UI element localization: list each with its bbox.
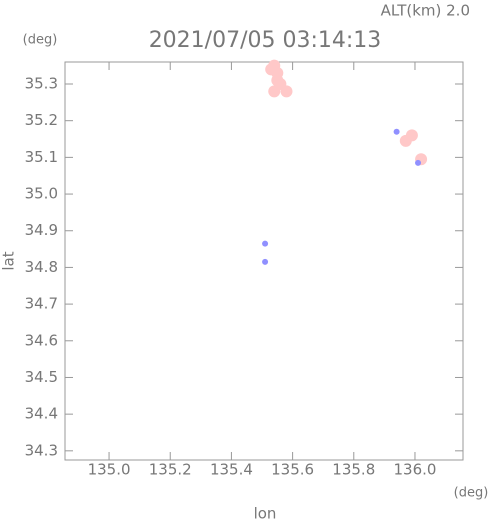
x-tick-label: 135.8 xyxy=(332,461,375,479)
y-tick-label: 34.8 xyxy=(25,258,58,276)
x-unit: (deg) xyxy=(454,486,489,501)
y-tick-label: 35.1 xyxy=(25,148,58,166)
x-axis-label: lon xyxy=(254,505,277,522)
y-tick-label: 34.9 xyxy=(25,221,58,239)
echo-point xyxy=(415,159,422,166)
x-tick-label: 135.6 xyxy=(271,461,314,479)
echo-point xyxy=(268,59,281,72)
echo-point xyxy=(262,240,269,247)
x-tick-label: 136.0 xyxy=(393,461,436,479)
y-tick-label: 34.4 xyxy=(25,405,58,423)
echo-point xyxy=(271,74,284,87)
y-tick-label: 34.6 xyxy=(25,331,58,349)
echo-point xyxy=(262,258,269,265)
echo-point xyxy=(399,134,412,147)
y-tick-label: 34.3 xyxy=(25,441,58,459)
y-tick-label: 34.7 xyxy=(25,295,58,313)
echo-point xyxy=(268,85,281,98)
echo-point xyxy=(280,85,293,98)
y-unit: (deg) xyxy=(23,33,58,48)
x-tick-label: 135.4 xyxy=(210,461,253,479)
y-axis-label: lat xyxy=(0,251,18,270)
y-tick-label: 35.2 xyxy=(25,111,58,129)
annotation: ALT(km) 2.0 xyxy=(381,2,470,20)
x-tick-label: 135.2 xyxy=(149,461,192,479)
plot-frame xyxy=(64,61,464,461)
y-tick-label: 34.5 xyxy=(25,368,58,386)
echo-point xyxy=(393,128,400,135)
x-tick-label: 135.0 xyxy=(88,461,131,479)
y-tick-label: 35.3 xyxy=(25,75,58,93)
y-tick-label: 35.0 xyxy=(25,185,58,203)
chart-title: 2021/07/05 03:14:13 xyxy=(149,28,382,53)
